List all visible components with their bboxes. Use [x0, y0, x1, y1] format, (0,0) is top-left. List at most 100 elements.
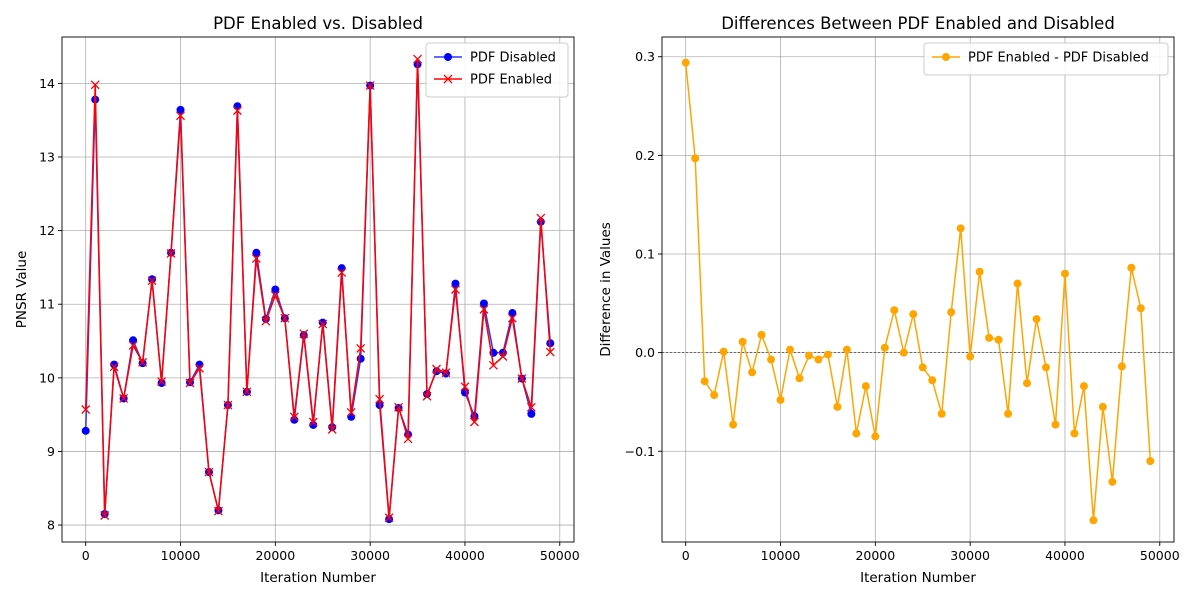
- data-point: [508, 309, 517, 318]
- y-tick-label: 11: [39, 297, 55, 312]
- data-point: [691, 154, 700, 163]
- x-tick-label: 0: [82, 548, 90, 563]
- y-tick-label: −0.1: [625, 444, 655, 459]
- data-point-x-marker: [109, 362, 119, 372]
- data-point-x-marker: [299, 329, 309, 339]
- data-point: [356, 354, 365, 363]
- data-point: [1051, 420, 1060, 429]
- legend-circle-marker: [444, 53, 452, 61]
- y-axis-label: Difference in Values: [598, 222, 614, 357]
- y-axis-label: PNSR Value: [14, 251, 30, 329]
- x-tick-label: 40000: [1045, 548, 1085, 563]
- legend-x-marker: [443, 74, 453, 84]
- data-point: [823, 350, 832, 359]
- legend: PDF Disabled PDF Enabled: [425, 42, 569, 98]
- data-point: [148, 275, 157, 284]
- data-point-x-marker: [536, 213, 546, 223]
- data-point: [527, 409, 536, 418]
- data-point-x-marker: [213, 506, 223, 516]
- y-tick-label: 0.0: [635, 345, 655, 360]
- data-point: [937, 409, 946, 418]
- data-point: [738, 337, 747, 346]
- data-point-x-marker: [422, 391, 432, 401]
- data-point-x-marker: [394, 402, 404, 412]
- data-point: [1146, 457, 1155, 466]
- data-point-x-marker: [308, 417, 318, 427]
- x-tick-label: 30000: [950, 548, 990, 563]
- data-point-x-marker: [507, 313, 517, 323]
- x-tick-label: 10000: [761, 548, 801, 563]
- data-point: [1042, 363, 1050, 372]
- data-point: [479, 299, 488, 308]
- y-tick-label: 14: [39, 76, 55, 91]
- y-tick-label: 12: [39, 223, 55, 238]
- y-tick-label: 0.1: [635, 246, 655, 261]
- data-point-x-marker: [545, 347, 555, 357]
- data-point-x-marker: [176, 111, 185, 121]
- legend-circle-marker: [942, 53, 950, 61]
- data-point: [290, 415, 299, 424]
- x-tick-label: 30000: [350, 548, 390, 563]
- data-point: [1127, 263, 1136, 272]
- data-point: [1023, 379, 1032, 388]
- y-tick-label: 0.3: [635, 49, 655, 64]
- x-tick-label: 10000: [161, 548, 201, 563]
- y-tick-label: 9: [47, 444, 55, 459]
- data-point-x-marker: [469, 417, 479, 427]
- data-point: [947, 308, 956, 317]
- series-line-pdf-enabled: [84, 58, 552, 519]
- data-point: [909, 310, 918, 319]
- data-point: [814, 355, 823, 364]
- data-point: [1070, 429, 1079, 438]
- data-point: [748, 368, 757, 377]
- x-axis-label: Iteration Number: [260, 570, 376, 586]
- x-tick-label: 50000: [540, 548, 580, 563]
- data-point: [1013, 279, 1022, 288]
- data-point-x-marker: [128, 340, 138, 350]
- data-point-x-marker: [517, 374, 527, 384]
- data-point-x-marker: [384, 513, 394, 523]
- data-point: [871, 432, 880, 441]
- data-point: [129, 336, 138, 345]
- plot-frame: [61, 36, 575, 543]
- data-point: [710, 391, 719, 400]
- x-tick-label: 20000: [855, 548, 895, 563]
- data-point: [852, 429, 861, 438]
- x-axis-label: Iteration Number: [860, 570, 976, 586]
- data-point-x-marker: [270, 290, 280, 300]
- data-point-x-marker: [81, 405, 91, 414]
- data-point: [347, 412, 356, 421]
- data-point-x-marker: [479, 304, 489, 314]
- data-point-x-marker: [526, 402, 536, 412]
- y-tick-label: 13: [39, 149, 55, 164]
- data-point-x-marker: [242, 387, 252, 397]
- data-point-x-marker: [223, 400, 233, 410]
- data-point-x-marker: [451, 285, 460, 294]
- data-point: [729, 420, 738, 429]
- data-point-x-marker: [100, 511, 110, 520]
- data-point: [1108, 477, 1117, 486]
- data-point: [1089, 516, 1098, 525]
- data-point-x-marker: [498, 352, 508, 361]
- data-point: [776, 395, 785, 404]
- y-tick-label: 10: [39, 370, 55, 385]
- data-point: [757, 330, 766, 339]
- data-point-x-marker: [318, 319, 328, 329]
- data-point: [795, 374, 804, 383]
- data-point-x-marker: [138, 357, 148, 367]
- data-point-x-marker: [251, 254, 261, 264]
- data-point: [1004, 409, 1013, 418]
- data-point-x-marker: [232, 106, 242, 116]
- data-point: [956, 224, 965, 233]
- legend: PDF Enabled - PDF Disabled: [923, 42, 1169, 76]
- data-point-x-marker: [166, 248, 176, 258]
- left-chart-pdf-comparison: 0 10000 20000 30000 40000 50000 8 9 10 11 12 13 14 PD…: [14, 14, 580, 586]
- data-point-x-marker: [337, 268, 347, 278]
- y-tick-label: 8: [47, 518, 55, 533]
- data-point: [918, 363, 927, 372]
- data-point: [700, 377, 709, 386]
- data-point: [451, 279, 460, 288]
- data-point-x-marker: [346, 407, 356, 417]
- data-point-x-marker: [441, 368, 451, 378]
